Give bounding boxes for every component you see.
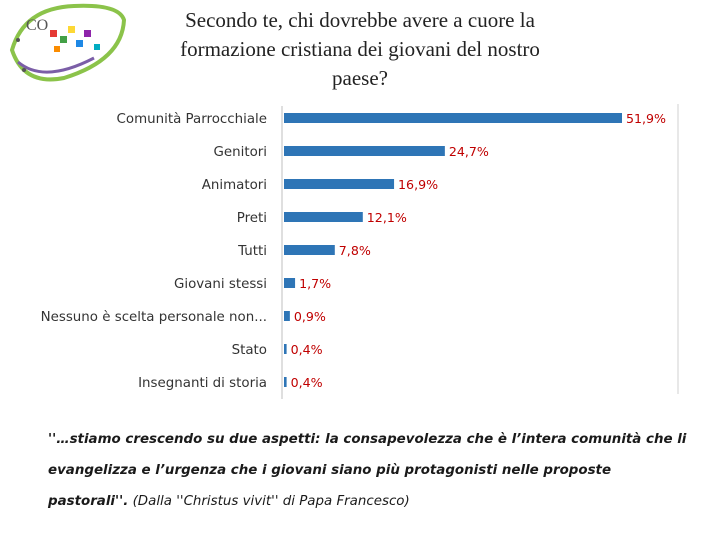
logo-dot <box>94 44 100 50</box>
bar <box>284 377 287 387</box>
logo-swirl <box>9 3 127 82</box>
bar <box>284 146 445 156</box>
category-label: Stato <box>232 343 267 358</box>
value-label: 16,9% <box>398 177 438 192</box>
logo-dot <box>22 68 26 72</box>
category-label: Nessuno è scelta personale non... <box>41 309 267 325</box>
category-label: Animatori <box>202 178 267 193</box>
value-label: 0,9% <box>294 309 326 324</box>
page-title: Secondo te, chi dovrebbe avere a cuore l… <box>150 6 570 93</box>
logo-swirl-inner <box>17 56 95 74</box>
logo-dot <box>54 46 60 52</box>
value-label: 7,8% <box>339 243 371 258</box>
value-label: 1,7% <box>299 276 331 291</box>
value-label: 0,4% <box>291 342 323 357</box>
bar <box>284 113 622 123</box>
bar <box>284 278 296 288</box>
bar <box>284 245 335 255</box>
title-line-1: Secondo te, chi dovrebbe avere a cuore l… <box>185 8 535 32</box>
logo-dot <box>60 36 67 43</box>
logo-dot <box>76 40 83 47</box>
logo-dot <box>16 38 20 42</box>
bar-chart: Comunità Parrocchiale 51,9% Genitori 24,7% A… <box>41 104 679 399</box>
bar <box>284 311 290 321</box>
title-line-2: formazione cristiana dei giovani del nos… <box>180 37 540 90</box>
logo-dot <box>68 26 75 33</box>
logo-dot <box>84 30 91 37</box>
value-label: 51,9% <box>626 111 666 126</box>
value-label: 24,7% <box>449 144 489 159</box>
category-label: Insegnanti di storia <box>138 376 267 391</box>
bar <box>284 179 395 189</box>
value-label: 0,4% <box>291 375 323 390</box>
bar <box>284 212 363 222</box>
logo-dot <box>50 30 57 37</box>
quote-body: ''…stiamo crescendo su due aspetti: la c… <box>48 432 687 509</box>
logo-text: CO <box>26 17 48 34</box>
category-label: Preti <box>237 211 267 226</box>
quote-source: (Dalla ''Christus vivit'' di Papa France… <box>132 494 410 509</box>
category-label: Tutti <box>237 244 267 259</box>
category-label: Genitori <box>214 145 268 160</box>
value-label: 12,1% <box>367 210 407 225</box>
quote-text: ''…stiamo crescendo su due aspetti: la c… <box>48 424 688 517</box>
category-label: Giovani stessi <box>174 277 267 292</box>
logo: CO <box>9 3 127 82</box>
bar <box>284 344 287 354</box>
category-label: Comunità Parrocchiale <box>117 111 267 127</box>
